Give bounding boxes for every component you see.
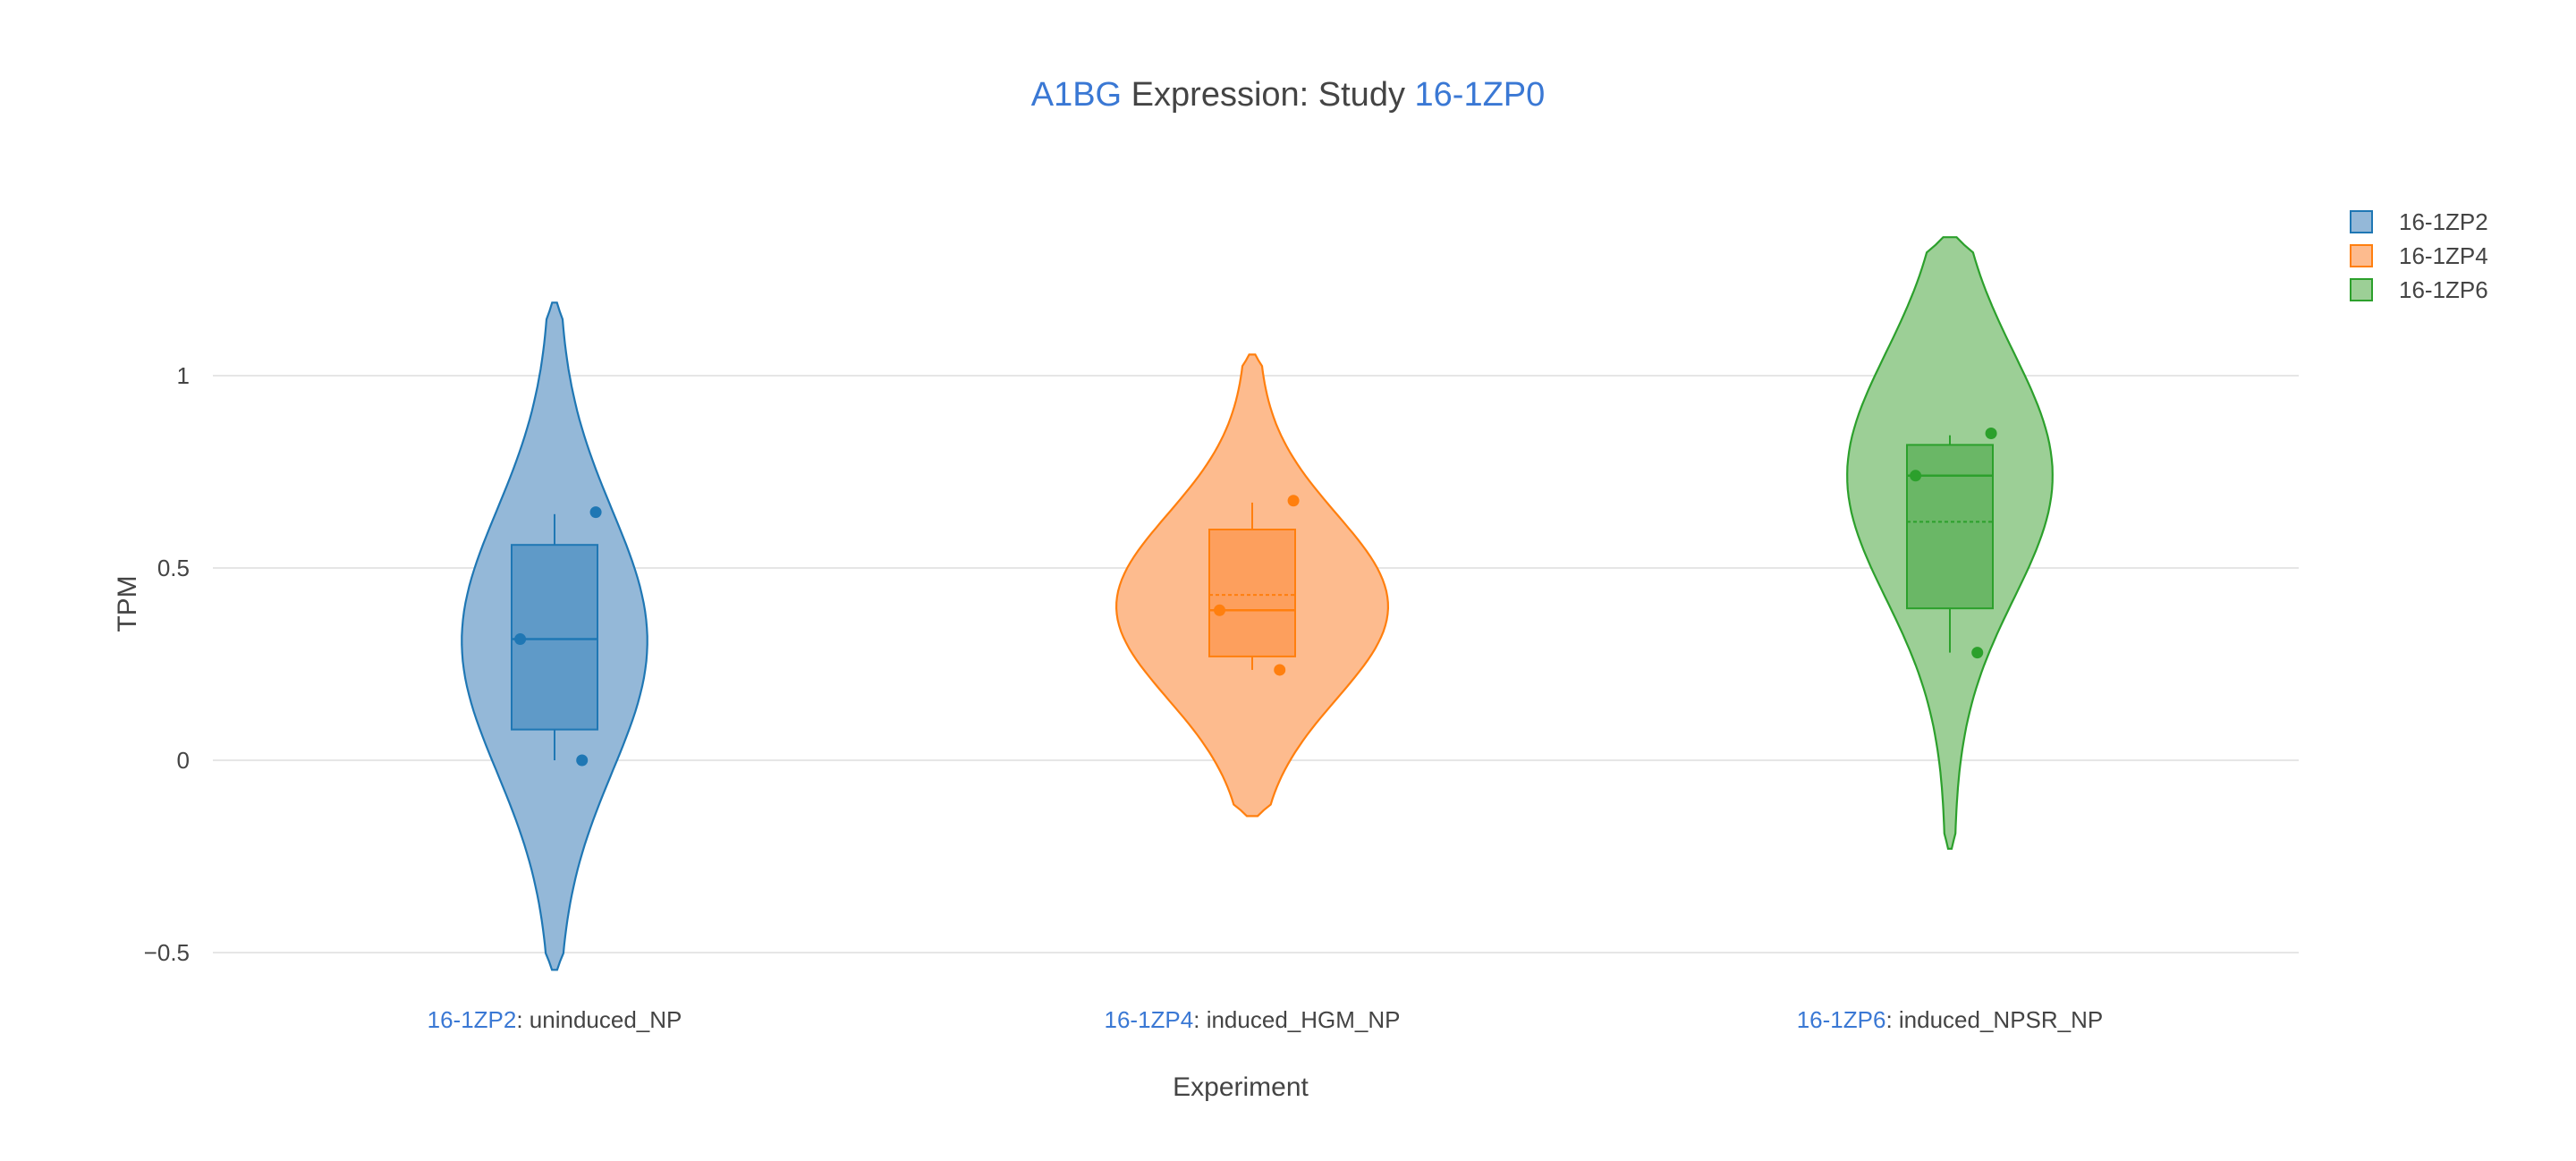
legend-swatch — [2350, 244, 2373, 267]
box — [511, 544, 598, 731]
violin-16-1ZP2 — [461, 301, 648, 971]
title-gene[interactable]: A1BG — [1031, 76, 1122, 114]
category-condition: : uninduced_NP — [516, 1006, 682, 1033]
y-tick-label: 1 — [177, 362, 190, 389]
category-sample-link[interactable]: 16-1ZP2 — [428, 1006, 517, 1033]
data-point[interactable] — [1214, 604, 1226, 616]
title-middle: Expression: Study — [1122, 76, 1414, 114]
y-axis-title: TPM — [113, 575, 142, 631]
violins — [461, 236, 2054, 971]
legend-swatch — [2350, 210, 2373, 233]
legend-label: 16-1ZP6 — [2399, 276, 2488, 303]
data-point[interactable] — [1985, 428, 1997, 439]
legend-item-16-1ZP4[interactable]: 16-1ZP4 — [2350, 242, 2488, 269]
violin-16-1ZP6 — [1846, 236, 2054, 850]
legend-swatch — [2350, 278, 2373, 301]
data-point[interactable] — [514, 633, 527, 646]
violin-16-1ZP4 — [1114, 353, 1390, 818]
legend-label: 16-1ZP4 — [2399, 242, 2488, 269]
y-tick-label: 0.5 — [157, 555, 190, 581]
legend-label: 16-1ZP2 — [2399, 208, 2488, 235]
x-axis-title: Experiment — [1173, 1072, 1309, 1102]
title-study[interactable]: 16-1ZP0 — [1415, 76, 1546, 114]
x-axis-categories: 16-1ZP2: uninduced_NP 16-1ZP4: induced_HG… — [428, 1006, 2104, 1033]
category-sample-link[interactable]: 16-1ZP4 — [1105, 1006, 1194, 1033]
data-point[interactable] — [1274, 664, 1286, 676]
x-category-label: 16-1ZP2: uninduced_NP — [428, 1006, 682, 1033]
data-point[interactable] — [1971, 647, 1984, 659]
box — [1906, 444, 1994, 610]
chart-title: A1BG Expression: Study 16-1ZP0 — [1031, 76, 1546, 114]
legend-item-16-1ZP6[interactable]: 16-1ZP6 — [2350, 276, 2488, 303]
legend-item-16-1ZP2[interactable]: 16-1ZP2 — [2350, 208, 2488, 235]
box — [1208, 529, 1296, 657]
y-axis-ticks: −0.5 0 0.5 1 — [144, 362, 190, 966]
data-point[interactable] — [1910, 470, 1922, 482]
x-category-label: 16-1ZP6: induced_NPSR_NP — [1797, 1006, 2104, 1033]
category-condition: : induced_HGM_NP — [1193, 1006, 1400, 1033]
data-point[interactable] — [576, 754, 589, 767]
x-category-label: 16-1ZP4: induced_HGM_NP — [1105, 1006, 1401, 1033]
y-tick-label: 0 — [177, 747, 190, 774]
category-sample-link[interactable]: 16-1ZP6 — [1797, 1006, 1886, 1033]
category-condition: : induced_NPSR_NP — [1885, 1006, 2103, 1033]
legend: 16-1ZP2 16-1ZP4 16-1ZP6 — [2350, 208, 2488, 303]
data-point[interactable] — [589, 506, 602, 519]
data-point[interactable] — [1287, 495, 1300, 507]
y-tick-label: −0.5 — [144, 939, 190, 966]
